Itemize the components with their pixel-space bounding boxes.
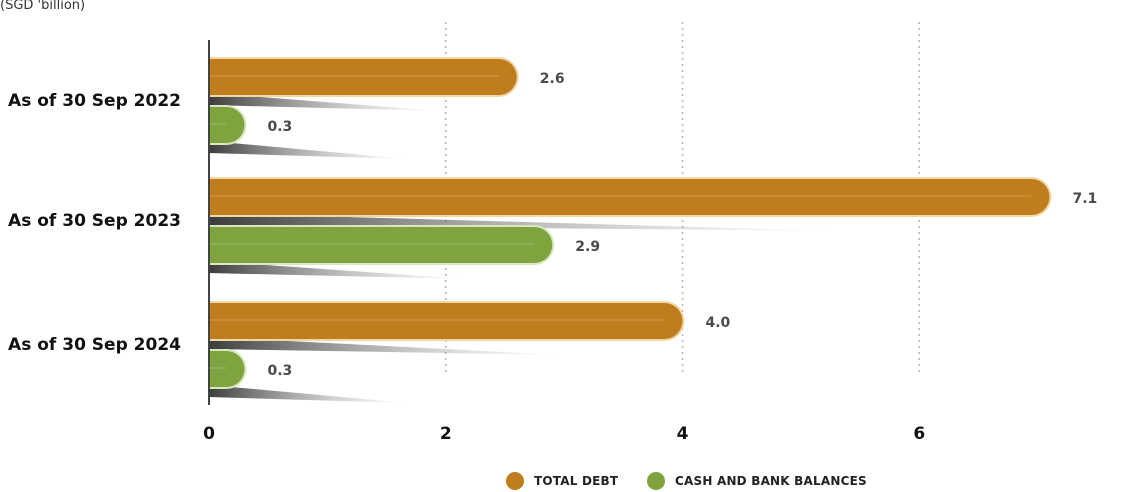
bar-total-debt-3 — [209, 303, 683, 339]
value-label-cash-and-bank-balances-2: 2.9 — [575, 239, 600, 255]
legend-swatch-cash-and-bank-balances — [647, 472, 665, 490]
legend-label-total-debt: TOTAL DEBT — [534, 474, 619, 488]
category-labels: As of 30 Sep 2022 As of 30 Sep 2023 As of … — [8, 91, 181, 355]
bar-highlight — [209, 243, 535, 245]
x-tick-label-2: 2 — [440, 424, 452, 444]
value-labels: 2.6 7.1 4.0 0.3 2.9 0.3 — [268, 71, 1098, 379]
legend-label-cash-and-bank-balances: CASH AND BANK BALANCES — [675, 474, 867, 488]
legend-item-cash-and-bank-balances: CASH AND BANK BALANCES — [647, 472, 867, 490]
bar-shadow — [209, 93, 440, 111]
x-tick-label-6: 6 — [913, 424, 925, 444]
value-label-cash-and-bank-balances-1: 0.3 — [268, 119, 293, 135]
bar-cash-and-bank-balances-2 — [209, 227, 553, 263]
value-label-total-debt-1: 2.6 — [540, 71, 565, 87]
x-tick-label-4: 4 — [677, 424, 689, 444]
legend-item-total-debt: TOTAL DEBT — [506, 472, 618, 490]
category-label-1: As of 30 Sep 2022 — [8, 91, 181, 111]
bar-total-debt-2 — [209, 179, 1050, 215]
bar-highlight — [209, 195, 1032, 197]
bar-shadow — [209, 337, 565, 355]
bars — [209, 57, 1052, 389]
category-label-2: As of 30 Sep 2023 — [8, 211, 181, 231]
value-label-total-debt-2: 7.1 — [1072, 191, 1097, 207]
category-label-3: As of 30 Sep 2024 — [8, 335, 181, 355]
bar-highlight — [209, 367, 227, 369]
bar-cash-and-bank-balances-1 — [209, 107, 245, 143]
value-label-cash-and-bank-balances-3: 0.3 — [268, 363, 293, 379]
bar-highlight — [209, 319, 665, 321]
bar-total-debt-1 — [209, 59, 517, 95]
bar-shadow — [209, 261, 467, 279]
value-label-total-debt-3: 4.0 — [706, 315, 731, 331]
unit-label: (SGD 'billion) — [0, 0, 85, 13]
bar-shadow — [209, 141, 409, 159]
legend-swatch-total-debt — [506, 472, 524, 490]
bar-highlight — [209, 123, 227, 125]
bar-shadow — [209, 385, 409, 403]
bar-highlight — [209, 75, 499, 77]
legend: TOTAL DEBT CASH AND BANK BALANCES — [0, 472, 1141, 492]
bar-cash-and-bank-balances-3 — [209, 351, 245, 387]
x-tick-labels: 02468 — [203, 424, 925, 444]
x-tick-label-0: 0 — [203, 424, 215, 444]
